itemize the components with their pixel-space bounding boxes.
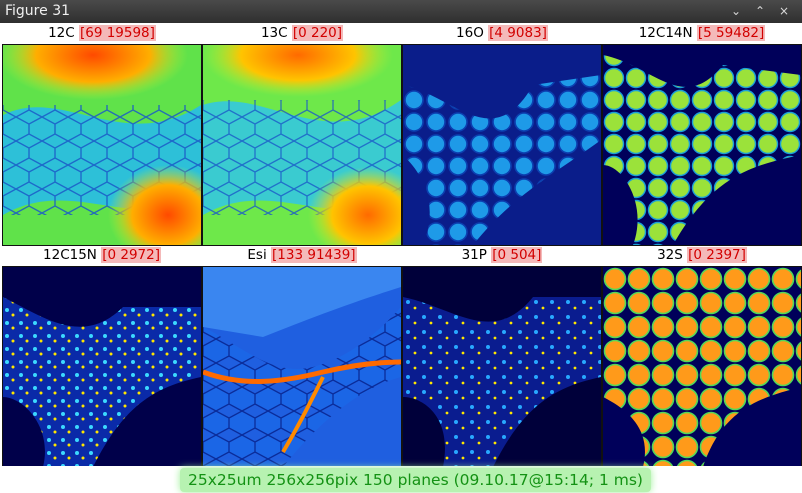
ion-image-31p[interactable] [402, 266, 602, 468]
panel-12c15n: 12C15N [0 2972] [2, 245, 202, 468]
window-title: Figure 31 [5, 3, 71, 19]
panel-label: 12C14N [5 59482] [602, 23, 802, 44]
ion-image-12c[interactable] [2, 44, 202, 246]
panel-name: 32S [657, 247, 683, 263]
ion-image-16o[interactable] [402, 44, 602, 246]
title-bar: Figure 31 ⌄ ⌃ × [0, 0, 802, 23]
panel-label: Esi [133 91439] [202, 245, 402, 266]
ion-image-12c14n[interactable] [602, 44, 802, 246]
panel-range: [69 19598] [78, 25, 156, 41]
panel-name: 13C [260, 25, 288, 41]
panel-12c14n: 12C14N [5 59482] [602, 23, 802, 246]
panel-range: [0 220] [291, 25, 344, 41]
panel-range: [133 91439] [271, 247, 357, 263]
close-icon[interactable]: × [778, 4, 790, 18]
panel-label: 32S [0 2397] [602, 245, 802, 266]
panel-name: 31P [461, 247, 487, 263]
ion-image-12c15n[interactable] [2, 266, 202, 468]
dropdown-icon[interactable]: ⌄ [730, 4, 742, 18]
panel-range: [5 59482] [696, 25, 766, 41]
panel-31p: 31P [0 504] [402, 245, 602, 468]
maximize-icon[interactable]: ⌃ [754, 4, 766, 18]
panel-range: [0 504] [491, 247, 543, 263]
panel-range: [4 9083] [488, 25, 548, 41]
acquisition-info: 25x25um 256x256pix 150 planes (09.10.17@… [180, 468, 651, 492]
panel-name: 12C [48, 25, 75, 41]
panel-name: 12C15N [43, 247, 97, 263]
panel-label: 12C15N [0 2972] [2, 245, 202, 266]
panel-12c: 12C [69 19598] [2, 23, 202, 246]
panel-name: 16O [456, 25, 484, 41]
panel-name: Esi [247, 247, 267, 263]
status-footer: 25x25um 256x256pix 150 planes (09.10.17@… [0, 466, 802, 493]
ion-image-grid: 12C [69 19598] 13C [0 220] [0, 23, 802, 468]
panel-label: 12C [69 19598] [2, 23, 202, 44]
ion-image-esi[interactable] [202, 266, 402, 468]
ion-image-32s[interactable] [602, 266, 802, 468]
panel-range: [0 2972] [101, 247, 161, 263]
panel-esi: Esi [133 91439] [202, 245, 402, 468]
panel-32s: 32S [0 2397] [602, 245, 802, 468]
panel-label: 16O [4 9083] [402, 23, 602, 44]
panel-13c: 13C [0 220] [202, 23, 402, 246]
panel-name: 12C14N [638, 25, 693, 41]
panel-label: 31P [0 504] [402, 245, 602, 266]
panel-label: 13C [0 220] [202, 23, 402, 44]
panel-range: [0 2397] [687, 247, 747, 263]
panel-16o: 16O [4 9083] [402, 23, 602, 246]
ion-image-13c[interactable] [202, 44, 402, 246]
